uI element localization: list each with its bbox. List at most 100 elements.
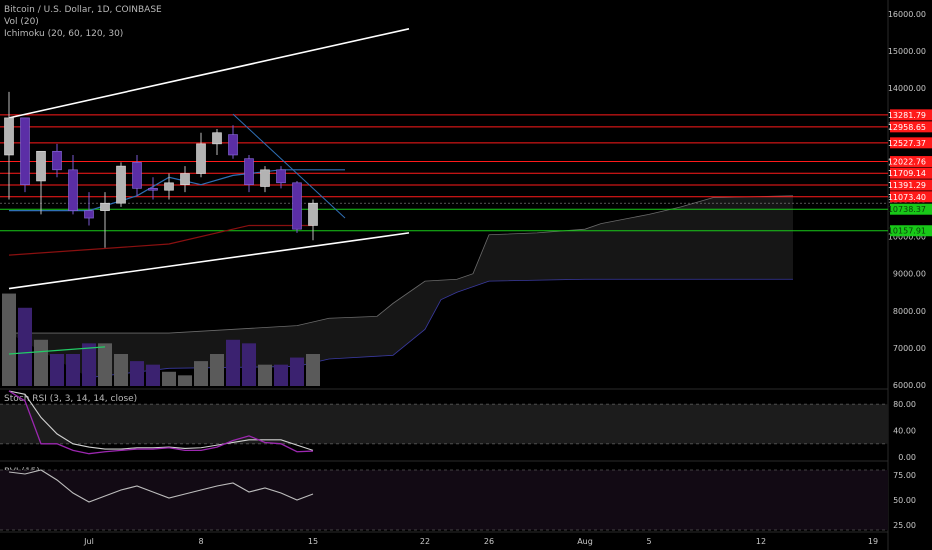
price-level-tag-label: 11073.40	[888, 193, 926, 202]
price-level-tag-label: 10738.37	[888, 205, 926, 214]
candle-body	[4, 117, 14, 156]
channel-upper-line	[8, 28, 410, 119]
candle	[276, 166, 286, 189]
rvi-line	[8, 469, 314, 503]
symbol-title[interactable]: Bitcoin / U.S. Dollar, 1D, COINBASE	[4, 5, 162, 15]
ichimoku-label[interactable]: Ichimoku (20, 60, 120, 30)	[4, 29, 124, 39]
volume-bar	[18, 307, 32, 386]
price-level-tag-label: 12527.37	[888, 139, 926, 148]
candle	[308, 199, 318, 241]
volume-bar	[66, 354, 80, 386]
candle	[4, 91, 14, 200]
time-tick-label: Aug	[577, 537, 593, 546]
volume-ma-line	[8, 346, 106, 355]
candle	[196, 132, 206, 178]
candle-body	[52, 150, 62, 171]
channel-lower-line	[8, 232, 410, 290]
volume-bar	[34, 339, 48, 386]
candle-body	[68, 169, 78, 211]
price-tick-label: 10000.00	[888, 233, 926, 242]
candle-body	[244, 158, 254, 185]
candle-body	[132, 162, 142, 189]
rvi-tick-label: 75.00	[893, 471, 916, 480]
candle	[20, 117, 30, 193]
volume-bar	[50, 354, 64, 386]
volume-bar	[98, 343, 112, 386]
price-level-tag-label: 11391.29	[888, 181, 926, 190]
price-level-tag	[890, 225, 932, 237]
stoch-tick-label: 80.00	[893, 400, 916, 409]
time-tick-label: 15	[308, 537, 318, 546]
volume-bar	[210, 354, 224, 386]
ichimoku-cloud	[9, 195, 793, 378]
candle	[68, 154, 78, 215]
volume-bar	[306, 354, 320, 386]
price-tick-label: 16000.00	[888, 10, 926, 19]
candle	[180, 166, 190, 193]
price-tick-label: 7000.00	[893, 344, 926, 353]
candle	[36, 150, 46, 215]
candle-body	[196, 143, 206, 174]
candle-body	[164, 182, 174, 191]
volume-bar	[226, 339, 240, 386]
price-tick-label: 9000.00	[893, 270, 926, 279]
candle	[212, 129, 222, 155]
candle	[260, 166, 270, 193]
time-tick-label: 8	[198, 537, 203, 546]
candle	[84, 192, 94, 226]
ichimoku-span-a	[9, 195, 794, 334]
price-level-tag	[890, 137, 932, 149]
descending-trendline	[232, 113, 346, 219]
price-level-tag	[890, 203, 932, 215]
price-tick-label: 15000.00	[888, 47, 926, 56]
volume-bar	[130, 361, 144, 386]
candle-body	[20, 117, 30, 185]
time-tick-label: 5	[646, 537, 651, 546]
volume-bar	[290, 357, 304, 386]
rvi-band	[0, 470, 888, 530]
candle-body	[84, 210, 94, 219]
time-tick-label: 26	[484, 537, 494, 546]
volume-bar	[82, 343, 96, 386]
price-level-tag	[890, 121, 932, 133]
time-tick-label: Jul	[83, 537, 94, 546]
kijun-line	[8, 224, 313, 256]
volume-label[interactable]: Vol (20)	[4, 17, 39, 27]
time-tick-label: 19	[868, 537, 878, 546]
candle-body	[100, 202, 110, 211]
volume-bar	[274, 364, 288, 386]
volume-bar	[146, 364, 160, 386]
candle	[132, 154, 142, 196]
stoch-band	[0, 404, 888, 444]
stoch-legend: Stoch RSI (3, 3, 14, 14, close)	[4, 393, 137, 405]
stoch-d-line	[8, 390, 314, 451]
price-level-tag-label: 11709.14	[888, 169, 926, 178]
price-level-tag-label: 10157.91	[888, 227, 926, 236]
price-level-tag-label: 12022.76	[888, 158, 926, 167]
price-tick-label: 14000.00	[888, 84, 926, 93]
volume-bar	[2, 293, 16, 386]
candle-body	[180, 173, 190, 185]
stoch-tick-label: 40.00	[893, 427, 916, 436]
candle	[116, 162, 126, 207]
volume-bar	[194, 361, 208, 386]
candle-body	[212, 132, 222, 145]
price-level-tag	[890, 109, 932, 121]
candle-body	[292, 182, 302, 230]
candle-body	[228, 134, 238, 156]
candle-body	[276, 169, 286, 184]
candle-body	[260, 169, 270, 187]
candle	[228, 125, 238, 159]
price-tick-label: 6000.00	[893, 381, 926, 390]
volume-bar	[162, 371, 176, 386]
candle-body	[148, 188, 158, 191]
price-level-tag	[890, 167, 932, 179]
rvi-tick-label: 25.00	[893, 521, 916, 530]
volume-bar	[258, 364, 272, 386]
main-legend: Bitcoin / U.S. Dollar, 1D, COINBASE Vol …	[4, 4, 162, 40]
stoch-rsi-label[interactable]: Stoch RSI (3, 3, 14, 14, close)	[4, 394, 138, 404]
stoch-k-line	[8, 390, 314, 455]
candle	[100, 192, 110, 248]
time-tick-label: 12	[756, 537, 766, 546]
